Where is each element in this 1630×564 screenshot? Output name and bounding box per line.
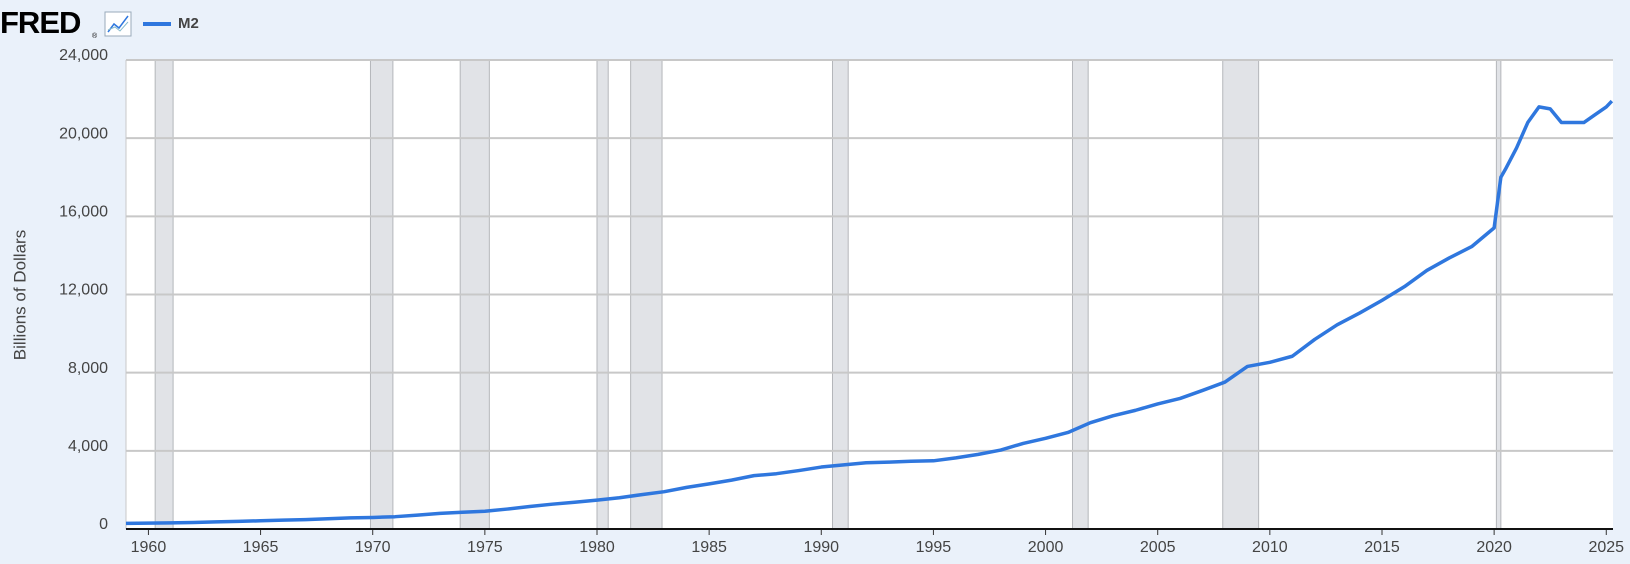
logo-mark: ®: [92, 32, 98, 40]
x-tick-label: 1965: [243, 539, 279, 556]
legend-label: M2: [178, 15, 199, 32]
y-tick-label: 4,000: [68, 438, 108, 455]
chart-icon: [104, 11, 132, 37]
logo: FRED: [0, 5, 81, 40]
x-tick-label: 1995: [916, 539, 952, 556]
x-tick-label: 1985: [691, 539, 727, 556]
x-tick-label: 1990: [803, 539, 839, 556]
y-tick-label: 12,000: [59, 282, 108, 299]
x-tick-label: 2000: [1028, 539, 1064, 556]
x-tick-label: 1970: [355, 539, 391, 556]
y-tick-label: 8,000: [68, 360, 108, 377]
y-tick-label: 0: [99, 516, 108, 533]
x-tick-label: 2010: [1252, 539, 1288, 556]
x-tick-label: 1960: [131, 539, 167, 556]
x-tick-label: 2025: [1588, 539, 1624, 556]
series-line: [125, 99, 1614, 526]
x-tick-label: 2020: [1476, 539, 1512, 556]
y-tick-label: 24,000: [59, 47, 108, 64]
y-tick-label: 16,000: [59, 204, 108, 221]
y-tick-label: 20,000: [59, 125, 108, 142]
y-axis-label: Billions of Dollars: [10, 230, 29, 360]
x-tick-label: 1980: [579, 539, 615, 556]
x-tick-label: 2005: [1140, 539, 1176, 556]
x-tick-label: 1975: [467, 539, 503, 556]
x-tick-label: 2015: [1364, 539, 1400, 556]
